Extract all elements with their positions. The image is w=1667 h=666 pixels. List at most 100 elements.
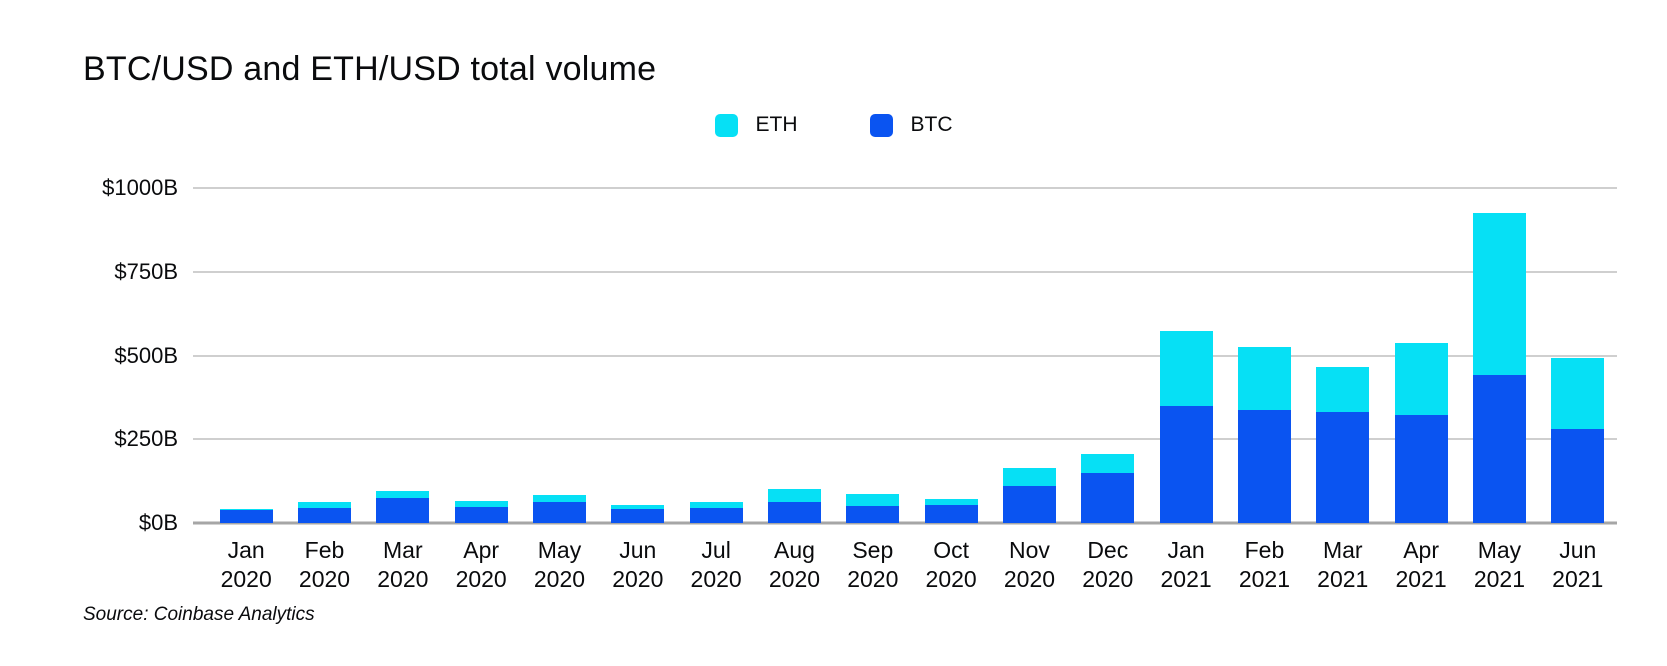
bar-column-mar-2020 bbox=[364, 491, 442, 523]
y-tick-label-1000: $1000B bbox=[102, 175, 178, 200]
chart-title: BTC/USD and ETH/USD total volume bbox=[83, 50, 657, 88]
btc-segment-may-2021 bbox=[1472, 375, 1526, 523]
x-tick-label-may-2020: May 2020 bbox=[533, 537, 586, 592]
eth-segment-feb-2021 bbox=[1237, 347, 1291, 410]
x-tick-label-nov-2020: Nov 2020 bbox=[1003, 537, 1056, 592]
y-tick-label-500: $500B bbox=[114, 342, 178, 368]
stacked-bar-feb-2020 bbox=[297, 501, 351, 523]
y-tick-label-0: $0B bbox=[138, 510, 178, 535]
bar-column-aug-2020 bbox=[755, 489, 833, 523]
bar-column-jan-2020 bbox=[207, 508, 285, 523]
gridline-250 bbox=[193, 438, 1617, 441]
stacked-bar-apr-2020 bbox=[454, 500, 508, 523]
btc-segment-mar-2021 bbox=[1316, 412, 1370, 523]
eth-segment-may-2021 bbox=[1472, 213, 1526, 376]
eth-segment-jan-2020 bbox=[219, 508, 273, 510]
bar-column-feb-2020 bbox=[285, 501, 363, 523]
stacked-bar-oct-2020 bbox=[924, 498, 978, 523]
bar-column-apr-2020 bbox=[442, 500, 520, 523]
x-tick-label-sep-2020: Sep 2020 bbox=[847, 537, 899, 592]
stacked-bar-jun-2020 bbox=[611, 504, 665, 523]
stacked-bar-jan-2020 bbox=[219, 508, 273, 523]
btc-segment-nov-2020 bbox=[1002, 486, 1056, 523]
eth-segment-apr-2021 bbox=[1394, 343, 1448, 415]
legend-item-eth: ETH bbox=[714, 113, 798, 137]
x-tick-label-jan-2020: Jan 2020 bbox=[220, 537, 272, 592]
gridline-1000 bbox=[193, 187, 1617, 189]
x-tick-label-apr-2021: Apr 2021 bbox=[1395, 537, 1447, 592]
stacked-bar-mar-2021 bbox=[1316, 367, 1370, 523]
stacked-bar-mar-2020 bbox=[376, 491, 430, 523]
eth-segment-may-2020 bbox=[532, 494, 586, 502]
gridline-750 bbox=[193, 270, 1617, 273]
btc-segment-mar-2020 bbox=[376, 497, 430, 523]
stacked-bar-nov-2020 bbox=[1002, 468, 1056, 523]
btc-segment-jun-2021 bbox=[1551, 428, 1605, 523]
stacked-bar-aug-2020 bbox=[767, 489, 821, 523]
btc-segment-may-2020 bbox=[532, 501, 586, 523]
eth-segment-jun-2021 bbox=[1551, 357, 1605, 429]
bar-column-mar-2021 bbox=[1304, 367, 1382, 523]
bar-column-dec-2020 bbox=[1069, 453, 1147, 523]
btc-segment-feb-2021 bbox=[1237, 409, 1291, 523]
bars-row bbox=[193, 188, 1617, 523]
legend-label-eth: ETH bbox=[755, 113, 798, 136]
stacked-bar-may-2021 bbox=[1472, 213, 1526, 523]
btc-segment-jun-2020 bbox=[611, 508, 665, 523]
eth-segment-mar-2021 bbox=[1316, 367, 1370, 413]
bar-column-may-2020 bbox=[520, 494, 598, 523]
eth-segment-feb-2020 bbox=[297, 501, 351, 508]
x-tick-label-dec-2020: Dec 2020 bbox=[1082, 537, 1134, 592]
stacked-bar-jun-2021 bbox=[1551, 357, 1605, 523]
btc-swatch-icon bbox=[869, 113, 893, 137]
btc-segment-feb-2020 bbox=[297, 507, 351, 523]
eth-segment-aug-2020 bbox=[767, 489, 821, 502]
eth-segment-jun-2020 bbox=[611, 504, 665, 509]
x-tick-label-jul-2020: Jul 2020 bbox=[690, 537, 742, 592]
bar-column-jun-2020 bbox=[599, 504, 677, 523]
eth-segment-oct-2020 bbox=[924, 498, 978, 505]
legend: ETH BTC bbox=[0, 113, 1667, 137]
bar-column-nov-2020 bbox=[990, 468, 1068, 523]
legend-label-btc: BTC bbox=[910, 113, 953, 136]
btc-segment-apr-2020 bbox=[454, 506, 508, 523]
btc-segment-dec-2020 bbox=[1081, 472, 1135, 523]
stacked-bar-jul-2020 bbox=[689, 502, 743, 523]
eth-segment-mar-2020 bbox=[376, 491, 430, 498]
y-tick-label-250: $250B bbox=[114, 426, 178, 452]
bar-column-jan-2021 bbox=[1147, 331, 1225, 523]
plot-area: $0B $250B $500B $750B $1000B bbox=[102, 175, 1617, 535]
bar-column-may-2021 bbox=[1460, 213, 1538, 523]
x-tick-label-aug-2020: Aug 2020 bbox=[768, 537, 821, 592]
legend-item-btc: BTC bbox=[869, 113, 953, 137]
stacked-bar-jan-2021 bbox=[1159, 331, 1213, 523]
stacked-bar-dec-2020 bbox=[1081, 453, 1135, 523]
x-tick-label-feb-2020: Feb 2020 bbox=[298, 537, 351, 592]
btc-segment-apr-2021 bbox=[1394, 414, 1448, 523]
x-tick-label-mar-2020: Mar 2020 bbox=[377, 537, 429, 592]
x-tick-label-jun-2021: Jun 2021 bbox=[1552, 537, 1604, 592]
btc-segment-oct-2020 bbox=[924, 504, 978, 523]
x-tick-label-jan-2021: Jan 2021 bbox=[1160, 537, 1212, 592]
x-tick-label-apr-2020: Apr 2020 bbox=[455, 537, 507, 592]
eth-segment-jan-2021 bbox=[1159, 331, 1213, 406]
eth-segment-nov-2020 bbox=[1002, 468, 1056, 487]
stacked-bar-may-2020 bbox=[532, 494, 586, 523]
source-note: Source: Coinbase Analytics bbox=[83, 604, 315, 625]
stacked-bar-sep-2020 bbox=[846, 493, 900, 523]
btc-segment-aug-2020 bbox=[767, 501, 821, 523]
eth-segment-dec-2020 bbox=[1081, 453, 1135, 473]
bar-column-jul-2020 bbox=[677, 502, 755, 523]
btc-segment-sep-2020 bbox=[846, 505, 900, 523]
y-tick-label-750: $750B bbox=[114, 258, 178, 284]
stacked-bar-apr-2021 bbox=[1394, 343, 1448, 523]
btc-segment-jul-2020 bbox=[689, 507, 743, 523]
btc-segment-jan-2021 bbox=[1159, 405, 1213, 523]
bar-column-sep-2020 bbox=[834, 493, 912, 523]
x-tick-label-feb-2021: Feb 2021 bbox=[1238, 537, 1291, 592]
gridline-500 bbox=[193, 354, 1617, 357]
eth-segment-jul-2020 bbox=[689, 502, 743, 508]
bar-column-jun-2021 bbox=[1539, 357, 1617, 523]
x-axis-labels: Jan 2020 Feb 2020 Mar 2020 Apr 2020 May 2020 Jun 20… bbox=[193, 536, 1617, 594]
